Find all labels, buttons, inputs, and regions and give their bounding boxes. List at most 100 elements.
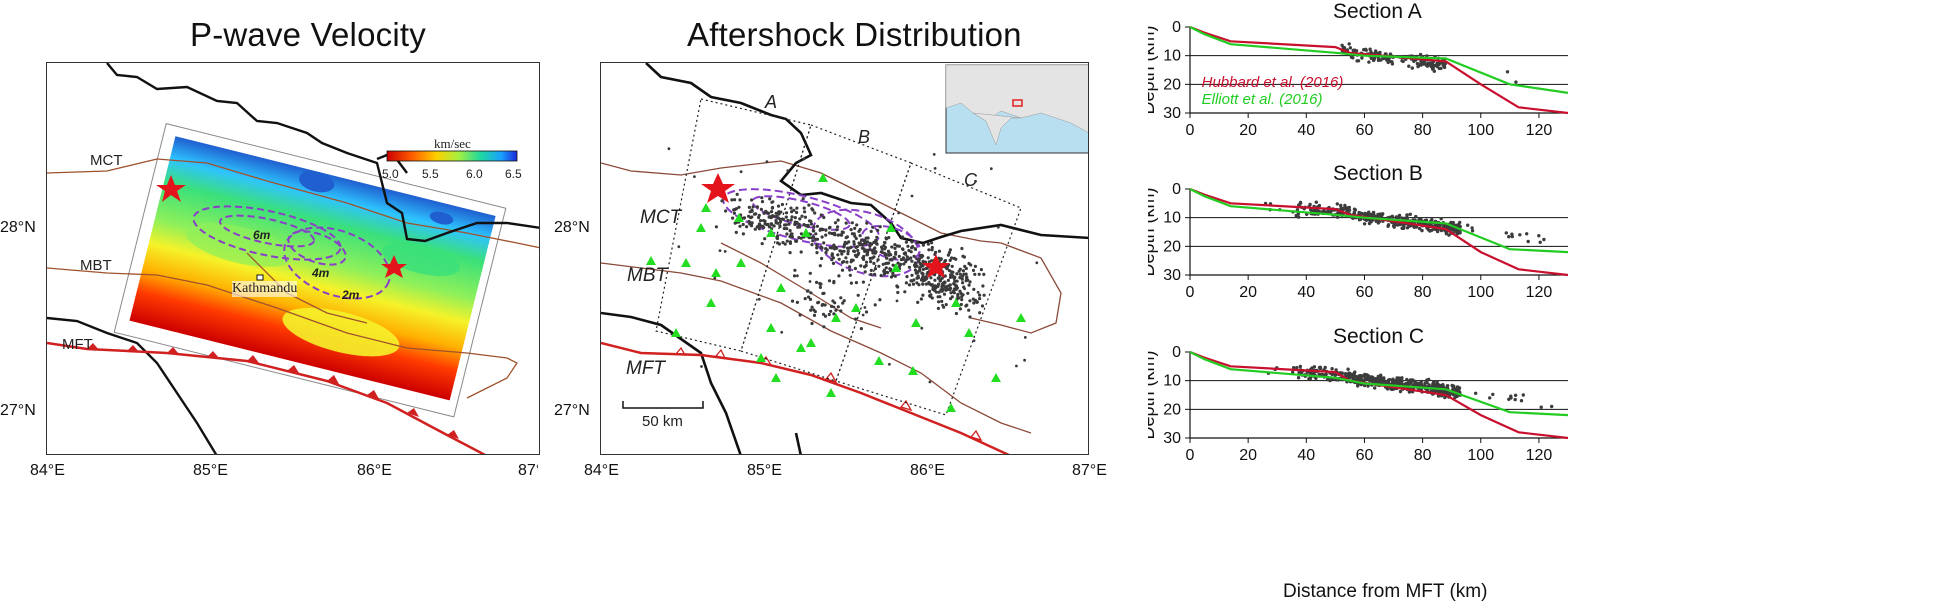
aftershock-point	[810, 305, 814, 309]
aftershock-point	[762, 211, 766, 215]
aftershock-point	[903, 290, 907, 294]
aftershock-point	[964, 266, 968, 271]
section-event	[1342, 46, 1347, 50]
aftershock-point	[781, 241, 785, 245]
section-event	[1418, 52, 1423, 57]
aftershock-point	[760, 196, 764, 200]
section-event	[1318, 365, 1323, 369]
aftershock-mft-line	[601, 341, 1010, 454]
aftershock-point	[767, 211, 771, 215]
section-event	[1374, 377, 1379, 381]
aftershock-point	[937, 249, 941, 253]
aftershock-point	[961, 254, 965, 258]
y-tick-label: 10	[1163, 48, 1181, 65]
aftershock-point	[830, 304, 834, 308]
aftershock-point	[897, 254, 901, 258]
aftershock-point	[800, 214, 804, 218]
aftershock-point	[845, 235, 849, 239]
aftershock-point	[862, 257, 866, 261]
aftershock-point	[931, 287, 935, 291]
aftershock-point	[982, 272, 986, 276]
station-triangle	[1016, 313, 1026, 322]
aftershock-point	[1035, 261, 1039, 265]
station-triangle	[796, 343, 806, 352]
kathmandu-label: Kathmandu	[232, 281, 298, 297]
section-event	[1507, 235, 1511, 239]
section-event	[1458, 220, 1462, 225]
section-event	[1410, 66, 1414, 70]
aftershock-point	[792, 208, 796, 212]
aftershock-point	[849, 228, 853, 232]
section-event	[1436, 394, 1441, 398]
section-event	[1418, 226, 1422, 231]
x-tick-label: 60	[1356, 284, 1374, 301]
aftershock-point	[714, 225, 718, 229]
y-tick-label: 0	[1172, 19, 1181, 36]
section-event	[1432, 63, 1436, 68]
aftershock-point	[964, 304, 968, 308]
aftershock-point	[955, 279, 959, 283]
aftershock-point	[871, 225, 875, 229]
aftershock-point	[832, 243, 836, 247]
section-event	[1367, 375, 1372, 380]
section-event	[1359, 377, 1363, 382]
section-event	[1308, 202, 1312, 207]
aftershock-point	[934, 290, 938, 294]
section-event	[1519, 399, 1524, 403]
mft-teeth	[87, 343, 459, 439]
section-event	[1395, 376, 1399, 380]
x-tick-label: 80	[1414, 284, 1432, 301]
aftershock-point	[996, 225, 1000, 229]
station-triangle	[736, 258, 746, 267]
aftershock-point	[930, 241, 934, 245]
aftershock-point	[910, 240, 914, 244]
section-label-b: B	[858, 127, 871, 147]
aftershock-point	[845, 241, 849, 245]
section-event	[1355, 59, 1359, 63]
aftershock-point	[863, 306, 867, 309]
station-triangle	[696, 223, 706, 232]
aftershock-point	[864, 242, 868, 246]
aftershock-point	[872, 255, 876, 259]
aftershock-point	[835, 228, 839, 232]
aftershock-point	[809, 222, 814, 226]
aftershock-point	[765, 223, 769, 227]
aftershock-point	[919, 278, 924, 282]
aftershock-point	[872, 261, 876, 265]
station-triangle	[706, 298, 716, 307]
aftershock-point	[758, 219, 763, 223]
aftershock-point	[921, 282, 925, 286]
section-event	[1343, 372, 1348, 376]
aftershock-point	[896, 290, 900, 295]
kathmandu-marker	[256, 274, 264, 281]
aftershock-point	[868, 244, 872, 248]
aftershock-point	[861, 280, 865, 284]
aftershock-point	[798, 217, 802, 221]
aftershock-point	[878, 298, 882, 302]
aftershock-point	[759, 224, 763, 228]
aftershock-point	[795, 220, 799, 225]
x-tick-label: 120	[1526, 122, 1553, 139]
aftershock-point	[750, 221, 754, 225]
aftershock-point	[793, 222, 797, 227]
aftershock-point	[890, 258, 894, 262]
section-event	[1371, 214, 1375, 218]
section-event	[1296, 212, 1301, 216]
scale-bar	[622, 401, 704, 409]
station-triangle	[851, 303, 861, 312]
aftershock-point	[836, 233, 840, 237]
aftershock-point	[750, 198, 754, 202]
aftershock-point	[971, 268, 976, 272]
aftershock-point	[856, 248, 860, 253]
aftershock-point	[809, 219, 813, 223]
aftershock-point	[861, 313, 865, 317]
aftershock-point	[840, 233, 844, 237]
aftershock-point	[760, 242, 764, 246]
aftershock-point	[877, 264, 881, 268]
aftershock-point	[822, 215, 826, 220]
colorbar-tick-60: 6.0	[466, 167, 483, 181]
aftershock-point	[723, 250, 727, 253]
station-triangle	[771, 373, 781, 382]
aftershock-point	[747, 219, 751, 224]
aftershock-point	[958, 272, 962, 276]
